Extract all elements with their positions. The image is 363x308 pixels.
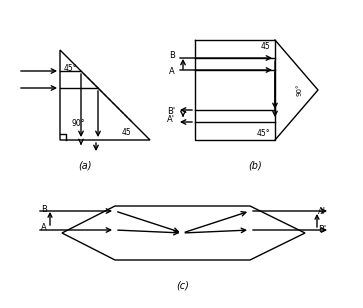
Text: 45°: 45° [256, 129, 270, 138]
Text: A: A [41, 224, 47, 233]
Text: B: B [169, 51, 175, 60]
Text: 45: 45 [260, 42, 270, 51]
Text: A': A' [167, 116, 175, 124]
Text: 45: 45 [122, 128, 132, 137]
Text: 90°: 90° [297, 84, 303, 96]
Text: B': B' [167, 107, 175, 116]
Text: A': A' [318, 206, 326, 216]
Text: A: A [169, 67, 175, 76]
Text: B: B [41, 205, 47, 213]
Text: B': B' [318, 225, 326, 234]
Text: (b): (b) [248, 160, 262, 170]
Text: 45°: 45° [64, 64, 78, 73]
Text: (c): (c) [176, 280, 189, 290]
Text: (a): (a) [78, 160, 92, 170]
Text: 90°: 90° [72, 119, 86, 128]
